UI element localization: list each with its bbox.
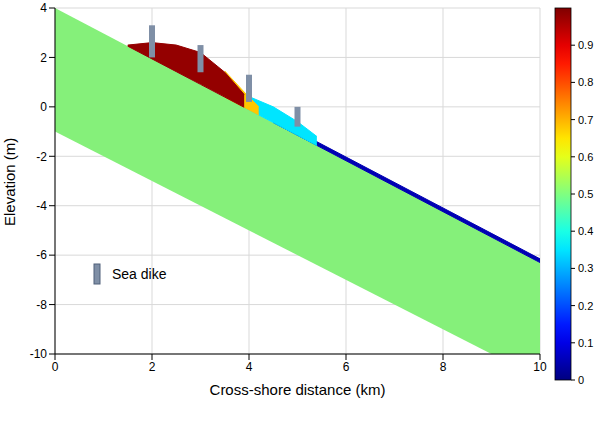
svg-text:-4: -4 — [36, 199, 47, 213]
svg-text:-8: -8 — [36, 298, 47, 312]
svg-text:Elevation (m): Elevation (m) — [1, 138, 18, 226]
svg-text:2: 2 — [149, 360, 156, 374]
svg-text:0.1: 0.1 — [578, 337, 593, 349]
svg-text:6: 6 — [343, 360, 350, 374]
svg-text:0: 0 — [40, 100, 47, 114]
svg-text:10: 10 — [533, 360, 547, 374]
svg-text:0.7: 0.7 — [578, 114, 593, 126]
svg-text:0.3: 0.3 — [578, 262, 593, 274]
svg-text:0.2: 0.2 — [578, 300, 593, 312]
svg-text:4: 4 — [246, 360, 253, 374]
svg-text:0: 0 — [578, 374, 584, 386]
svg-text:-6: -6 — [36, 248, 47, 262]
svg-text:4: 4 — [40, 1, 47, 15]
svg-text:0.9: 0.9 — [578, 39, 593, 51]
html-text:Sea dike: Sea dike — [112, 266, 167, 282]
svg-text:Cross-shore distance (km): Cross-shore distance (km) — [210, 381, 386, 398]
svg-text:0.8: 0.8 — [578, 76, 593, 88]
svg-text:0.4: 0.4 — [578, 225, 593, 237]
svg-text:0.5: 0.5 — [578, 188, 593, 200]
svg-text:-2: -2 — [36, 150, 47, 164]
svg-text:0: 0 — [52, 360, 59, 374]
svg-text:0.6: 0.6 — [578, 151, 593, 163]
svg-text:8: 8 — [440, 360, 447, 374]
svg-text:2: 2 — [40, 51, 47, 65]
svg-text:-10: -10 — [30, 347, 48, 361]
